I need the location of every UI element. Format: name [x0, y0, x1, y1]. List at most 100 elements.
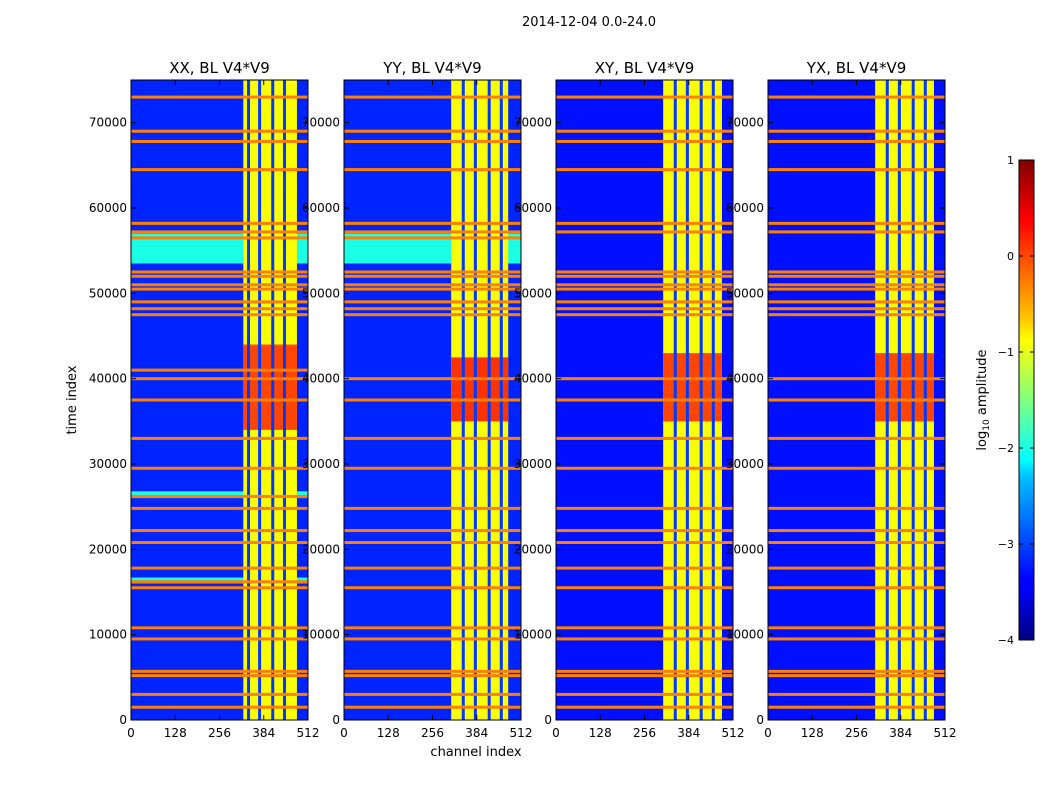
flagged-time-row	[131, 705, 308, 709]
flagged-time-row	[768, 674, 945, 678]
y-tick-label: 10000	[726, 628, 764, 642]
y-tick-label: 10000	[89, 628, 127, 642]
flagged-time-row	[344, 230, 521, 234]
y-tick-label: 60000	[514, 201, 552, 215]
heatmap-1	[344, 80, 521, 720]
colorbar-tick-label: −4	[998, 634, 1014, 647]
flagged-time-row	[344, 129, 521, 133]
flagged-time-row	[344, 692, 521, 696]
y-tick-label: 40000	[302, 372, 340, 386]
flagged-time-row	[768, 586, 945, 590]
flagged-time-row	[768, 307, 945, 311]
flagged-time-row	[556, 377, 733, 381]
x-tick-label: 256	[208, 726, 231, 740]
flagged-time-row	[344, 566, 521, 570]
flagged-time-row	[556, 506, 733, 510]
flagged-time-row	[556, 566, 733, 570]
flagged-time-row	[556, 637, 733, 641]
colorbar-label: log10 amplitude	[975, 349, 992, 450]
y-tick-label: 70000	[302, 116, 340, 130]
flagged-time-row	[344, 436, 521, 440]
y-tick-label: 0	[119, 713, 127, 727]
flagged-time-row	[768, 466, 945, 470]
flagged-time-row	[131, 436, 308, 440]
y-tick-label: 70000	[89, 116, 127, 130]
flagged-time-row	[768, 95, 945, 99]
colorbar-label-log: log	[975, 431, 990, 451]
flagged-time-row	[556, 674, 733, 678]
flagged-time-row	[131, 129, 308, 133]
flagged-time-row	[131, 626, 308, 630]
x-tick-label: 512	[934, 726, 957, 740]
y-tick-label: 30000	[302, 457, 340, 471]
elevated-block	[131, 491, 308, 499]
flagged-time-row	[768, 287, 945, 291]
flagged-time-row	[556, 466, 733, 470]
flagged-time-row	[344, 168, 521, 172]
x-tick-label: 0	[340, 726, 348, 740]
flagged-time-row	[131, 669, 308, 673]
flagged-time-row	[768, 139, 945, 143]
flagged-time-row	[131, 300, 308, 304]
flagged-time-row	[131, 270, 308, 274]
flagged-time-row	[344, 139, 521, 143]
y-tick-label: 30000	[514, 457, 552, 471]
flagged-time-row	[768, 274, 945, 278]
y-tick-label: 50000	[726, 286, 764, 300]
y-tick-label: 30000	[89, 457, 127, 471]
flagged-time-row	[768, 436, 945, 440]
panel-title: YX, BL V4*V9	[806, 59, 907, 77]
flagged-time-row	[344, 287, 521, 291]
panel-1: YY, BL V4*V9 0 128 256 384 512 0 10000 20000 3000…	[302, 59, 533, 740]
flagged-time-row	[344, 626, 521, 630]
flagged-time-row	[556, 221, 733, 225]
heatmap-0	[131, 80, 308, 720]
flagged-time-row	[131, 95, 308, 99]
flagged-time-row	[556, 436, 733, 440]
flagged-time-row	[131, 307, 308, 311]
x-tick-label: 128	[377, 726, 400, 740]
flagged-time-row	[131, 692, 308, 696]
colorbar-tick-label: 1	[1007, 154, 1014, 167]
flagged-time-row	[768, 283, 945, 287]
flagged-time-row	[131, 139, 308, 143]
x-tick-label: 0	[764, 726, 772, 740]
flagged-time-row	[768, 230, 945, 234]
y-tick-label: 70000	[726, 116, 764, 130]
flagged-time-row	[131, 377, 308, 381]
flagged-time-row	[556, 270, 733, 274]
y-tick-label: 20000	[514, 542, 552, 556]
flagged-time-row	[556, 529, 733, 533]
y-tick-label: 40000	[89, 372, 127, 386]
flagged-time-row	[131, 221, 308, 225]
x-tick-label: 384	[252, 726, 275, 740]
y-tick-label: 10000	[514, 628, 552, 642]
x-tick-label: 384	[465, 726, 488, 740]
flagged-time-row	[768, 221, 945, 225]
flagged-time-row	[768, 129, 945, 133]
flagged-time-row	[131, 283, 308, 287]
flagged-time-row	[131, 274, 308, 278]
flagged-time-row	[556, 541, 733, 545]
flagged-time-row	[768, 168, 945, 172]
flagged-time-row	[344, 274, 521, 278]
flagged-time-row	[556, 283, 733, 287]
y-tick-label: 20000	[726, 542, 764, 556]
flagged-time-row	[131, 506, 308, 510]
x-tick-label: 256	[633, 726, 656, 740]
x-tick-label: 512	[510, 726, 533, 740]
flagged-time-row	[344, 236, 521, 240]
flagged-time-row	[556, 692, 733, 696]
flagged-time-row	[131, 168, 308, 172]
hot-region	[451, 357, 509, 422]
x-tick-label: 256	[421, 726, 444, 740]
panel-title: XX, BL V4*V9	[169, 59, 270, 77]
flagged-time-row	[131, 541, 308, 545]
x-tick-label: 384	[889, 726, 912, 740]
x-tick-label: 0	[552, 726, 560, 740]
colorbar-tick-label: −3	[998, 538, 1014, 551]
flagged-time-row	[768, 270, 945, 274]
flagged-time-row	[344, 300, 521, 304]
flagged-time-row	[556, 669, 733, 673]
